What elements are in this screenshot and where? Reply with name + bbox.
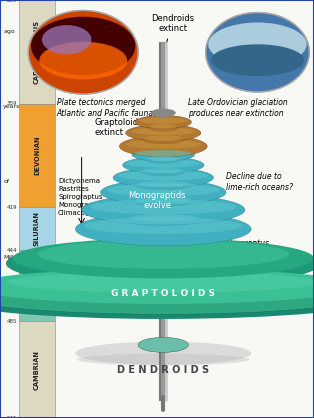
Ellipse shape: [126, 212, 201, 226]
Ellipse shape: [100, 180, 226, 205]
Ellipse shape: [132, 195, 195, 206]
Text: years: years: [3, 104, 20, 109]
Ellipse shape: [144, 155, 182, 163]
Ellipse shape: [38, 240, 289, 269]
Ellipse shape: [138, 337, 188, 352]
Ellipse shape: [0, 269, 314, 304]
Text: Graptoloids
extinct: Graptoloids extinct: [94, 118, 147, 140]
Ellipse shape: [6, 240, 314, 286]
Text: ORDOVICIAN: ORDOVICIAN: [34, 262, 40, 310]
Ellipse shape: [148, 123, 179, 131]
Bar: [19, 0, 55, 104]
Text: of: of: [3, 179, 9, 184]
Ellipse shape: [39, 42, 127, 79]
Ellipse shape: [6, 272, 314, 293]
Text: 359: 359: [7, 101, 17, 106]
Ellipse shape: [0, 271, 314, 314]
Ellipse shape: [107, 184, 220, 196]
Ellipse shape: [129, 214, 197, 221]
Ellipse shape: [132, 148, 195, 161]
Ellipse shape: [138, 181, 189, 186]
Ellipse shape: [0, 279, 314, 319]
Text: Isograptus: Isograptus: [58, 303, 102, 312]
Ellipse shape: [131, 127, 195, 135]
Bar: [19, 207, 55, 250]
Ellipse shape: [135, 115, 192, 129]
Text: Dictyonema
Rastrites
Spirograptus
Monograptus
Climacograptus: Dictyonema Rastrites Spirograptus Monogr…: [58, 178, 113, 216]
Text: CARBONIFEROUS: CARBONIFEROUS: [34, 20, 40, 84]
Text: SILURIAN: SILURIAN: [34, 212, 40, 246]
Ellipse shape: [84, 217, 242, 234]
Ellipse shape: [211, 44, 304, 76]
Text: DEVONIAN: DEVONIAN: [34, 136, 40, 175]
Text: CAMBRIAN: CAMBRIAN: [34, 349, 40, 390]
Text: D E N D R O I D S: D E N D R O I D S: [117, 365, 209, 375]
Ellipse shape: [31, 17, 135, 75]
Ellipse shape: [135, 196, 192, 202]
Ellipse shape: [113, 168, 214, 188]
Ellipse shape: [127, 159, 200, 168]
Ellipse shape: [122, 157, 204, 173]
Text: 541: 541: [7, 415, 17, 418]
Ellipse shape: [135, 180, 192, 190]
Text: Decline due to
lime-rich oceans?: Decline due to lime-rich oceans?: [201, 172, 293, 196]
Ellipse shape: [77, 354, 250, 365]
Ellipse shape: [90, 199, 237, 214]
Ellipse shape: [145, 135, 182, 140]
Ellipse shape: [141, 167, 185, 176]
Bar: [19, 321, 55, 418]
Ellipse shape: [141, 134, 185, 144]
Ellipse shape: [75, 342, 251, 365]
Text: 485: 485: [7, 319, 17, 324]
Ellipse shape: [150, 125, 176, 128]
Ellipse shape: [143, 168, 183, 173]
Ellipse shape: [126, 125, 201, 141]
Text: Millions: Millions: [3, 255, 27, 260]
Ellipse shape: [206, 13, 309, 92]
Text: ago: ago: [3, 29, 15, 34]
Bar: [19, 250, 55, 321]
Text: Clonograptus: Clonograptus: [217, 303, 273, 312]
Ellipse shape: [119, 136, 207, 157]
Ellipse shape: [151, 109, 176, 117]
Text: 444: 444: [7, 248, 17, 253]
Ellipse shape: [82, 195, 245, 225]
Ellipse shape: [75, 212, 251, 246]
Ellipse shape: [135, 150, 192, 157]
Ellipse shape: [139, 118, 187, 124]
Ellipse shape: [13, 238, 314, 278]
Ellipse shape: [146, 156, 180, 161]
Ellipse shape: [126, 140, 201, 149]
Ellipse shape: [42, 25, 91, 54]
Text: Dendroids
extinct: Dendroids extinct: [151, 14, 194, 48]
Text: Late Ordovician glaciation
produces near extinction: Late Ordovician glaciation produces near…: [188, 98, 288, 117]
Ellipse shape: [28, 10, 138, 94]
Ellipse shape: [208, 23, 307, 66]
Text: 299: 299: [7, 0, 17, 3]
Text: Orthograptus
Didymograptus: Orthograptus Didymograptus: [218, 239, 277, 258]
Bar: [19, 104, 55, 207]
Ellipse shape: [118, 171, 208, 181]
Text: G R A P T O L O I D S: G R A P T O L O I D S: [111, 289, 215, 298]
Text: 419: 419: [7, 205, 17, 210]
Text: Plate tectonics merged
Atlantic and Pacific faunas: Plate tectonics merged Atlantic and Paci…: [57, 98, 158, 117]
Text: Monograptids
evolve: Monograptids evolve: [128, 191, 186, 210]
